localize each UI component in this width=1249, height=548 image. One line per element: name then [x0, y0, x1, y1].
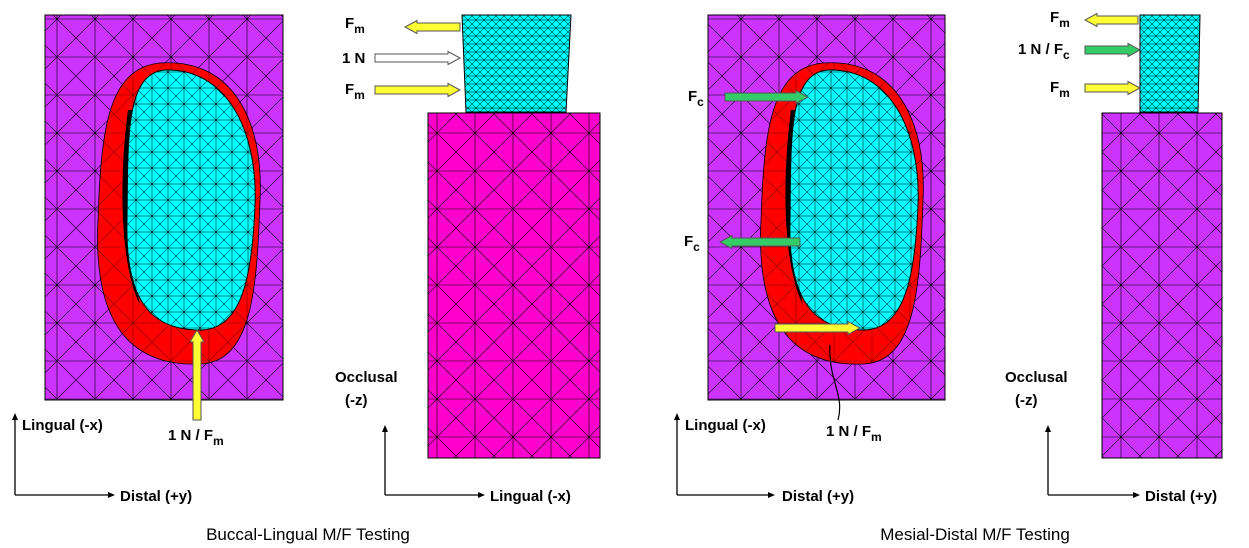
label-text: 1 N / F	[826, 423, 871, 440]
side-view-2	[1102, 15, 1222, 458]
label-text: F	[684, 233, 693, 250]
axis-label: Lingual (-x)	[22, 417, 103, 434]
axis-label: Distal (+y)	[1145, 488, 1217, 505]
label-text: 1 N / F	[168, 427, 213, 444]
axis-label: Distal (+y)	[782, 488, 854, 505]
axis-label: Distal (+y)	[120, 488, 192, 505]
force-arrow	[375, 84, 460, 97]
axis-label: (-z)	[345, 392, 368, 409]
force-arrow	[1085, 82, 1140, 95]
force-label: Fm	[1050, 79, 1070, 100]
axis-arrowhead	[12, 413, 18, 420]
force-label: Fm	[1050, 9, 1070, 30]
axis-arrowhead	[674, 413, 680, 420]
label-subscript: m	[354, 22, 365, 36]
caption: Buccal-Lingual M/F Testing	[206, 525, 410, 544]
axis-label: Lingual (-x)	[490, 488, 571, 505]
label-subscript: c	[1063, 48, 1070, 62]
cross-section-2	[708, 15, 945, 420]
label-text: F	[345, 81, 354, 98]
label-text: F	[688, 88, 697, 105]
label-subscript: m	[354, 88, 365, 102]
label-subscript: m	[871, 430, 882, 444]
axis-arrowhead	[1045, 425, 1051, 432]
force-arrow	[1085, 44, 1140, 57]
cross-section-1	[45, 15, 283, 400]
label-text: F	[345, 15, 354, 32]
force-arrow	[1085, 14, 1138, 27]
axis-label: Occlusal	[1005, 369, 1068, 386]
force-label: 1 N / Fm	[826, 423, 882, 444]
axis-arrowhead	[382, 425, 388, 432]
side-view-1	[428, 15, 600, 458]
force-label: Fc	[688, 88, 704, 109]
force-label: 1 N / Fc	[1018, 41, 1070, 62]
axis-arrowhead	[1133, 492, 1140, 498]
force-arrow	[405, 21, 460, 34]
axis-arrowhead	[768, 492, 775, 498]
figure: 1 N / FmLingual (-x)Distal (+y)Fm1 NFmOc…	[0, 0, 1249, 548]
force-arrow	[375, 52, 460, 65]
label-text: F	[1050, 9, 1059, 26]
force-label: 1 N	[342, 50, 365, 67]
force-label: Fm	[345, 15, 365, 36]
label-subscript: m	[213, 434, 224, 448]
label-text: F	[1050, 79, 1059, 96]
label-text: 1 N / F	[1018, 41, 1063, 58]
label-subscript: m	[1059, 16, 1070, 30]
force-label: Fm	[345, 81, 365, 102]
label-subscript: c	[693, 240, 700, 254]
caption: Mesial-Distal M/F Testing	[880, 525, 1070, 544]
axis-label: Occlusal	[335, 369, 398, 386]
label-subscript: c	[697, 95, 704, 109]
axis-arrowhead	[108, 492, 115, 498]
axis-arrowhead	[478, 492, 485, 498]
label-text: 1 N	[342, 50, 365, 67]
force-label: Fc	[684, 233, 700, 254]
axis-label: Lingual (-x)	[685, 417, 766, 434]
label-subscript: m	[1059, 86, 1070, 100]
axis-label: (-z)	[1015, 392, 1038, 409]
force-label: 1 N / Fm	[168, 427, 224, 448]
